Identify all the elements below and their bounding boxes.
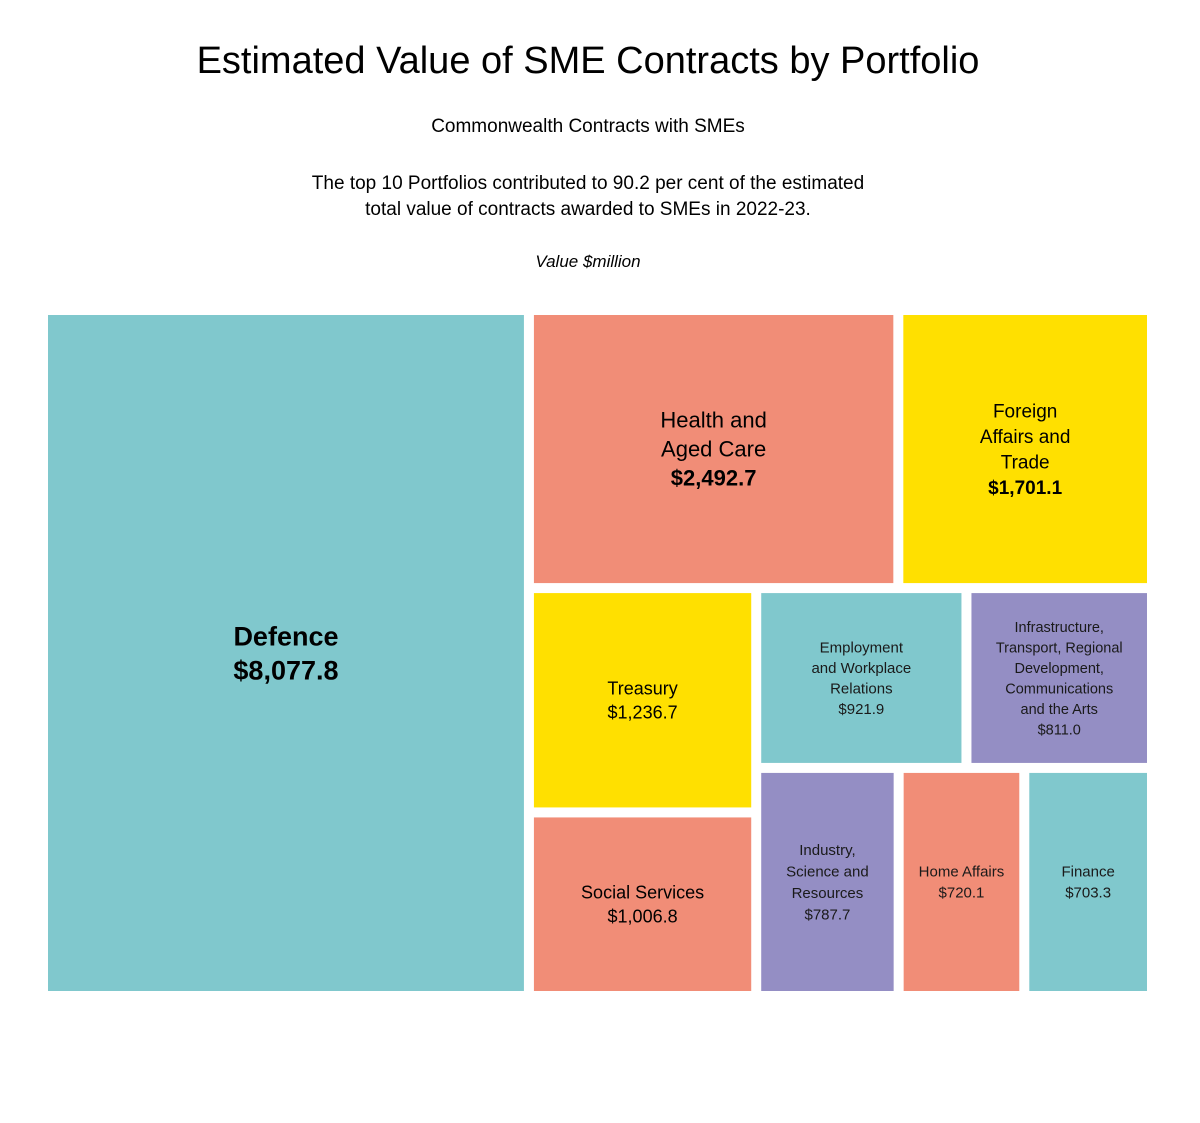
tile-rect-home-affairs [903, 772, 1020, 991]
tile-treasury: Treasury $1,236.7 [533, 593, 752, 808]
tile-infrastructure-transport-regional-development-communications-and-the-arts: Infrastructure, Transport, Regional Develo… [971, 593, 1147, 763]
tile-value-infrastructure-transport-regional-development-communications-and-the-arts: $811.0 [1038, 722, 1081, 738]
tile-label-defence: Defence [233, 621, 338, 651]
tile-industry-science-and-resources: Industry, Science and Resources $787.7 [761, 772, 894, 991]
tile-rect-foreign-affairs-and-trade [903, 315, 1147, 584]
tile-rect-health-and-aged-care [533, 315, 894, 584]
tile-value-social-services: $1,006.8 [608, 907, 678, 927]
tile-value-finance: $703.3 [1065, 885, 1111, 902]
tile-label-infrastructure-transport-regional-development-communications-and-the-arts: Infrastructure, [1015, 620, 1104, 636]
tile-value-foreign-affairs-and-trade: $1,701.1 [988, 478, 1062, 499]
chart-subtitle: Commonwealth Contracts with SMEs [431, 116, 745, 137]
tile-rect-infrastructure-transport-regional-development-communications-and-the-arts [971, 593, 1147, 763]
tile-label-infrastructure-transport-regional-development-communications-and-the-arts: Transport, Regional [996, 640, 1123, 656]
tile-label-foreign-affairs-and-trade: Trade [1001, 452, 1050, 473]
tile-rect-treasury [533, 593, 752, 808]
tile-health-and-aged-care: Health and Aged Care $2,492.7 [533, 315, 894, 584]
tile-social-services: Social Services $1,006.8 [533, 817, 752, 991]
tile-defence: Defence $8,077.8 [48, 315, 524, 991]
tile-employment-and-workplace-relations: Employment and Workplace Relations $921.9 [761, 593, 962, 763]
tile-value-defence: $8,077.8 [233, 655, 338, 685]
tile-value-industry-science-and-resources: $787.7 [804, 906, 850, 923]
tile-rect-employment-and-workplace-relations [761, 593, 962, 763]
tile-home-affairs: Home Affairs $720.1 [903, 772, 1020, 991]
tile-value-health-and-aged-care: $2,492.7 [671, 466, 757, 491]
tile-value-home-affairs: $720.1 [939, 885, 985, 902]
tile-foreign-affairs-and-trade: Foreign Affairs and Trade $1,701.1 [903, 315, 1147, 584]
tile-rect-social-services [533, 817, 752, 991]
tile-finance: Finance $703.3 [1029, 772, 1147, 991]
tile-value-employment-and-workplace-relations: $921.9 [838, 701, 884, 718]
tile-label-social-services: Social Services [581, 883, 704, 903]
tile-label-infrastructure-transport-regional-development-communications-and-the-arts: Development, [1014, 661, 1103, 677]
tile-label-industry-science-and-resources: Resources [792, 885, 864, 902]
tile-rect-defence [48, 315, 524, 991]
description-line-1: The top 10 Portfolios contributed to 90.… [311, 173, 865, 194]
tile-rect-finance [1029, 772, 1147, 991]
tile-label-finance: Finance [1061, 864, 1114, 881]
tile-label-employment-and-workplace-relations: Employment [820, 640, 904, 657]
tile-label-industry-science-and-resources: Industry, [799, 842, 855, 859]
tile-label-foreign-affairs-and-trade: Affairs and [980, 427, 1070, 448]
tile-label-employment-and-workplace-relations: Relations [830, 681, 893, 698]
tile-label-foreign-affairs-and-trade: Foreign [993, 401, 1057, 422]
chart-description: The top 10 Portfolios contributed to 90.… [0, 171, 1176, 223]
tile-label-home-affairs: Home Affairs [919, 864, 1005, 881]
tile-label-employment-and-workplace-relations: and Workplace [811, 660, 911, 677]
unit-label: Value $million [535, 252, 641, 271]
tile-label-treasury: Treasury [607, 679, 677, 699]
tile-value-treasury: $1,236.7 [608, 703, 678, 723]
description-line-2: total value of contracts awarded to SMEs… [365, 199, 811, 220]
tile-label-health-and-aged-care: Health and [660, 408, 766, 433]
tile-label-health-and-aged-care: Aged Care [661, 437, 766, 462]
chart-title: Estimated Value of SME Contracts by Port… [196, 40, 980, 82]
tile-label-infrastructure-transport-regional-development-communications-and-the-arts: and the Arts [1021, 702, 1098, 718]
tile-label-industry-science-and-resources: Science and [786, 863, 869, 880]
tile-label-infrastructure-transport-regional-development-communications-and-the-arts: Communications [1005, 681, 1113, 697]
tile-rect-industry-science-and-resources [761, 772, 894, 991]
